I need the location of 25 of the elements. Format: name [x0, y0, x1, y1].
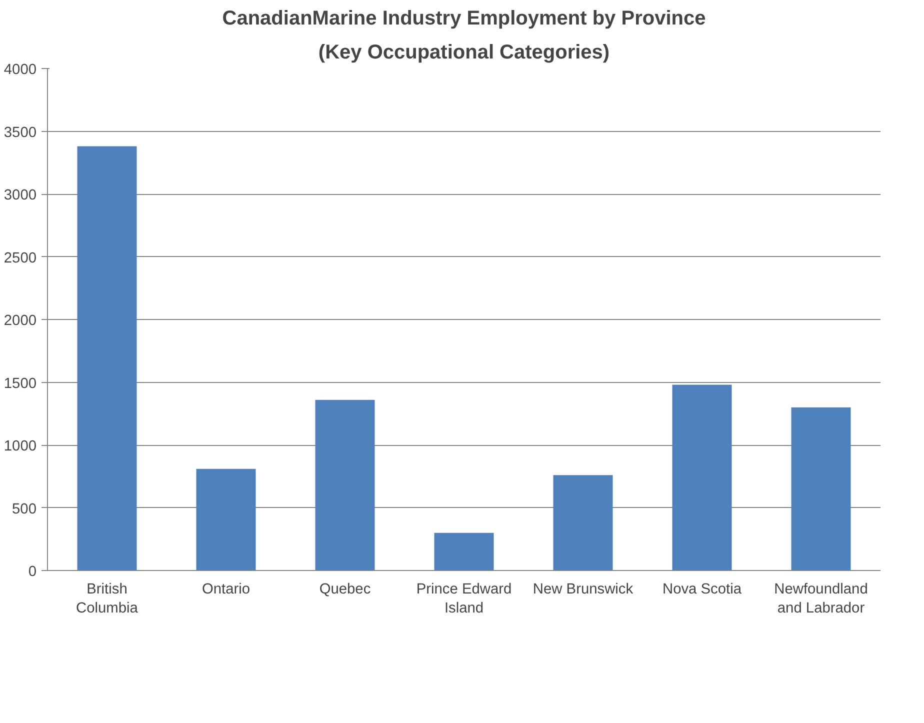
y-tick-label: 3000 — [4, 188, 37, 204]
x-tick-label: Nova Scotia — [662, 582, 742, 598]
x-tick-label: Prince Edward Island — [416, 582, 512, 617]
bar — [672, 384, 732, 570]
x-tick-label: British Columbia — [76, 582, 139, 617]
bar — [791, 407, 851, 570]
chart-subtitle: (Key Occupational Categories) — [318, 42, 610, 64]
x-tick-label: Ontario — [202, 582, 250, 598]
y-tick-label: 2500 — [4, 250, 37, 266]
y-tick-label: 0 — [28, 564, 37, 580]
x-tick-label: Quebec — [319, 582, 371, 598]
y-tick-label: 500 — [12, 501, 37, 518]
x-tick-label: Newfoundland and Labrador — [774, 582, 868, 617]
y-tick-label: 1500 — [4, 376, 37, 392]
chart-title: CanadianMarine Industry Employment by Province — [222, 8, 706, 30]
bar — [553, 475, 613, 570]
x-tick-label: New Brunswick — [532, 582, 634, 598]
bar — [196, 468, 256, 570]
y-tick-label: 1000 — [4, 438, 37, 454]
y-tick-label: 2000 — [4, 313, 37, 329]
bar — [434, 532, 494, 570]
bar — [315, 400, 375, 570]
bar — [77, 146, 137, 570]
y-tick-label: 4000 — [4, 62, 37, 78]
y-tick-label: 3500 — [4, 124, 37, 141]
